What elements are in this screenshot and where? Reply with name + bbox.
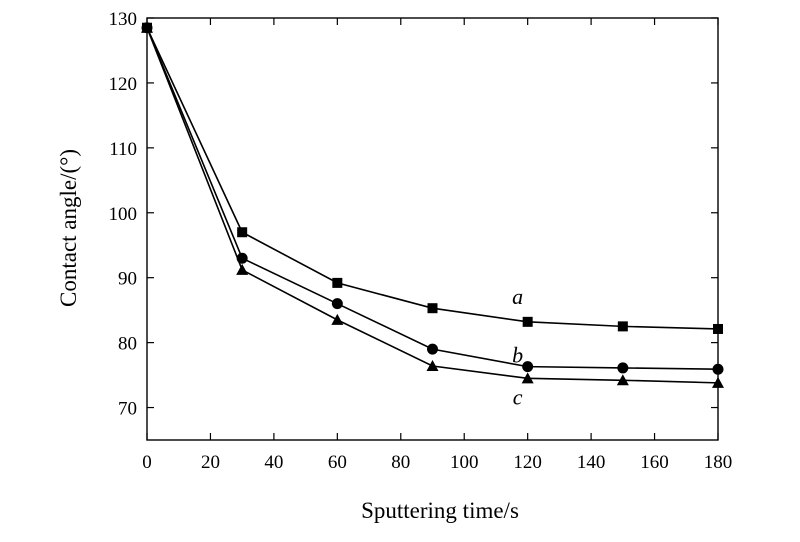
marker-circle-b: [617, 362, 629, 374]
y-tick-label: 90: [118, 269, 137, 290]
x-tick-label: 120: [513, 452, 542, 473]
marker-circle-b: [712, 363, 724, 375]
marker-square-a: [522, 316, 533, 327]
marker-triangle-c: [141, 21, 153, 33]
marker-triangle-c: [521, 372, 534, 384]
marker-triangle-c: [331, 313, 344, 325]
y-tick-label: 110: [109, 139, 137, 160]
series-line-c: [146, 27, 719, 384]
x-tick-label: 100: [450, 452, 479, 473]
series-label-a: a: [512, 284, 523, 309]
y-tick-label: 130: [109, 9, 138, 30]
marker-triangle-c: [426, 359, 439, 371]
x-tick-label: 60: [328, 452, 347, 473]
x-tick-label: 160: [640, 452, 669, 473]
series-label-b: b: [512, 343, 523, 368]
marker-circle-b: [331, 298, 343, 310]
marker-square-a: [427, 303, 438, 314]
y-tick-label: 70: [118, 399, 137, 420]
y-tick-label: 120: [109, 74, 138, 95]
marker-square-a: [713, 323, 723, 334]
x-axis-label: Sputtering time/s: [361, 498, 519, 523]
x-tick-label: 40: [264, 452, 283, 473]
marker-square-a: [617, 321, 628, 332]
marker-circle-b: [522, 361, 534, 373]
x-tick-label: 80: [391, 452, 410, 473]
y-tick-label: 100: [109, 204, 138, 225]
x-tick-label: 20: [201, 452, 220, 473]
plot-frame: [146, 17, 719, 441]
series-label-c: c: [513, 384, 523, 409]
marker-triangle-c: [712, 376, 724, 388]
y-axis-label: Contact angle/(°): [56, 149, 81, 307]
marker-square-a: [237, 227, 248, 238]
series-line-a: [146, 27, 719, 330]
x-tick-label: 180: [704, 452, 733, 473]
marker-triangle-c: [616, 374, 629, 386]
x-tick-label: 140: [577, 452, 606, 473]
marker-square-a: [332, 277, 343, 288]
series-line-b: [146, 27, 719, 371]
marker-triangle-c: [236, 263, 249, 275]
x-tick-label: 0: [142, 452, 152, 473]
marker-circle-b: [427, 343, 438, 355]
y-tick-label: 80: [118, 334, 137, 355]
